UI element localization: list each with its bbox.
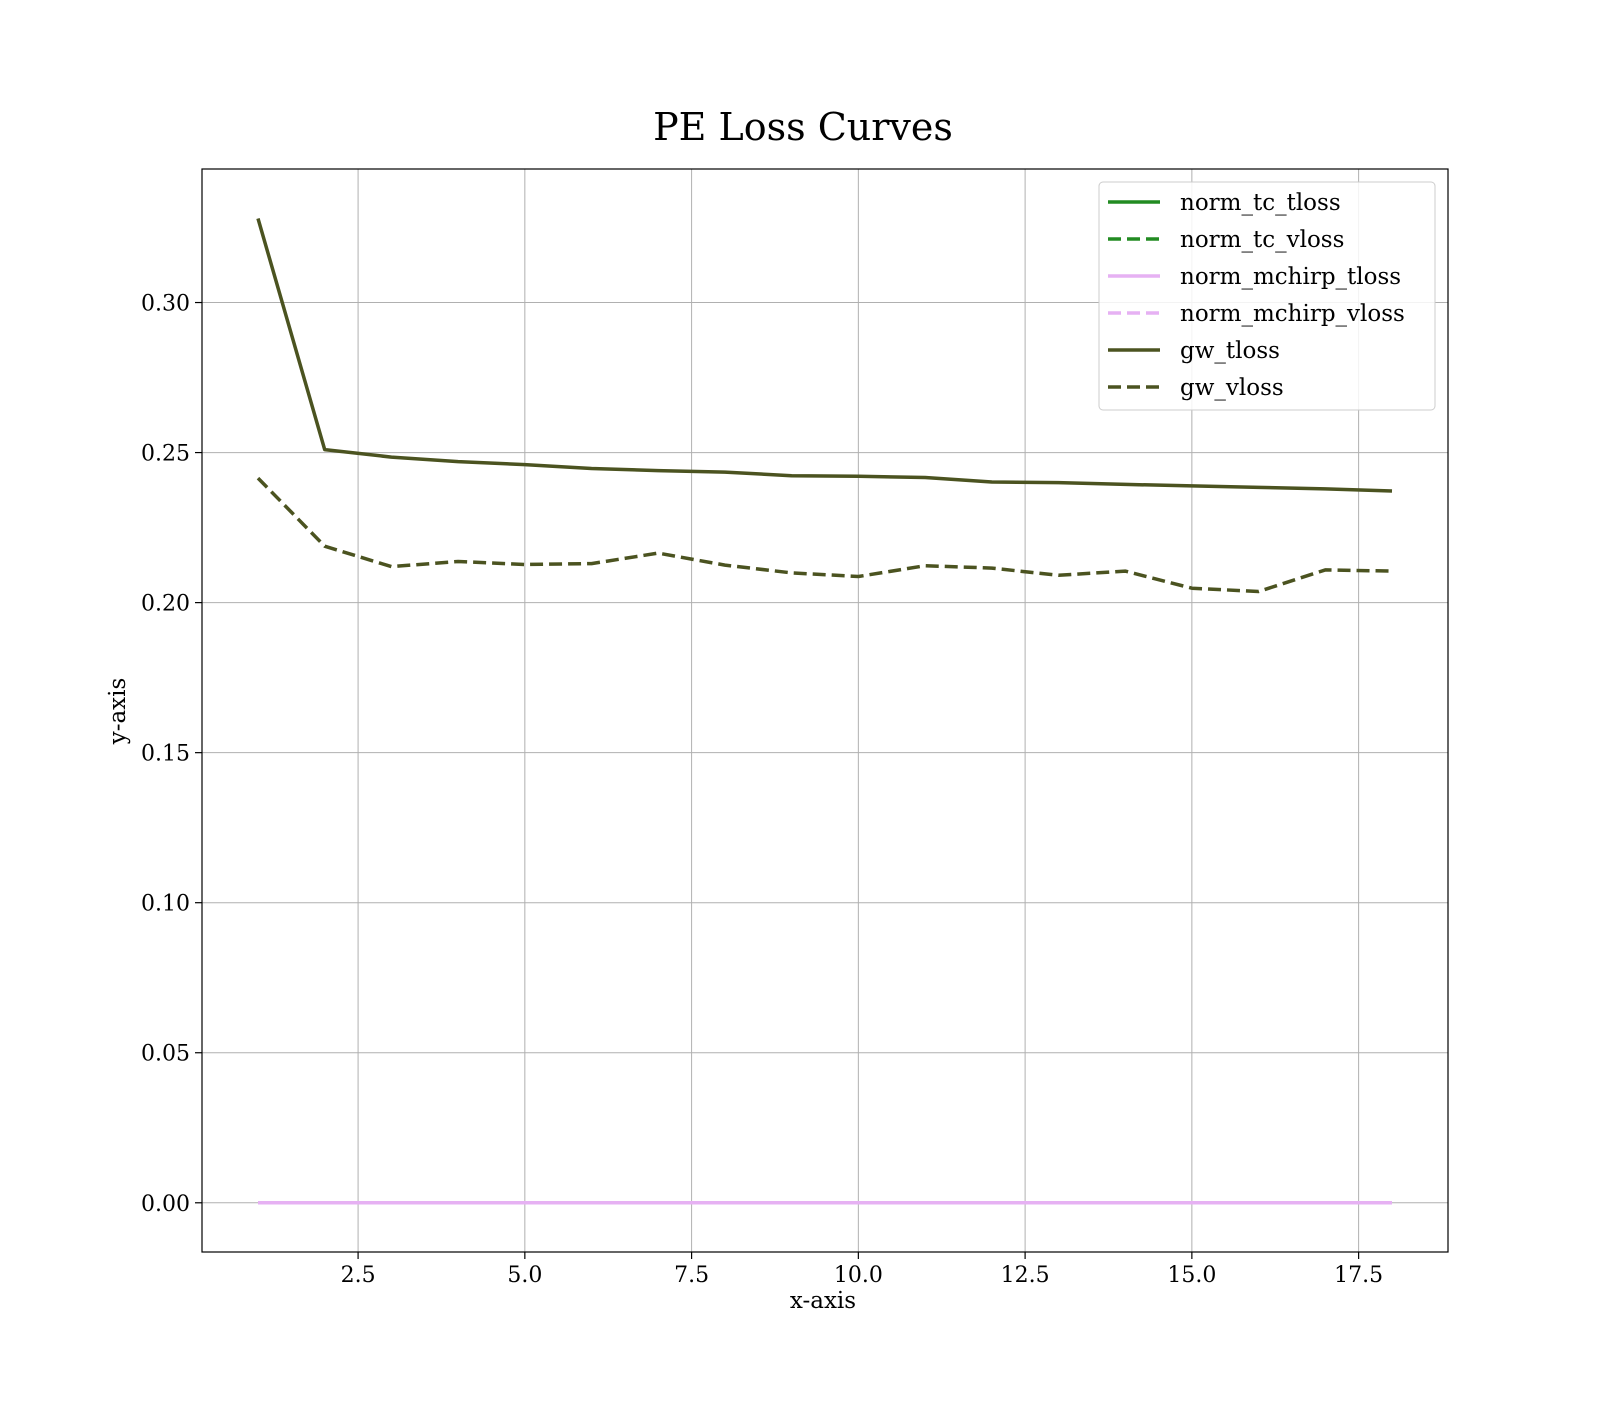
x-tick-label: 12.5 [1001, 1263, 1050, 1288]
y-tick-label: 0.15 [141, 742, 190, 767]
legend: norm_tc_tloss norm_tc_vloss norm_mchirp_tl… [1098, 181, 1436, 411]
plot-frame [201, 168, 1449, 1253]
y-tick-label: 0.30 [141, 292, 190, 317]
y-tick-label: 0.00 [141, 1192, 190, 1217]
y-axis-label: y-axis [105, 678, 131, 746]
legend-label-norm_mchirp_vloss: norm_mchirp_vloss [1180, 301, 1405, 327]
x-tick-label: 2.5 [341, 1263, 376, 1288]
legend-label-gw_tloss: gw_tloss [1180, 338, 1280, 364]
legend-label-norm_tc_tloss: norm_tc_tloss [1180, 190, 1341, 216]
x-tick-label: 10.0 [834, 1263, 883, 1288]
y-tick-label: 0.25 [141, 442, 190, 467]
legend-label-gw_vloss: gw_vloss [1180, 375, 1284, 401]
legend-box [1098, 181, 1436, 411]
y-tick-label: 0.20 [141, 592, 190, 617]
x-tick-label: 5.0 [507, 1263, 542, 1288]
x-ticks: 2.5 5.0 7.5 10.0 12.5 15.0 17.5 [341, 1252, 1383, 1288]
series-line-gw_tloss [256, 218, 1393, 493]
x-axis-label: x-axis [790, 1288, 856, 1314]
y-ticks: 0.00 0.05 0.10 0.15 0.20 0.25 0.30 [141, 292, 202, 1217]
legend-label-norm_tc_vloss: norm_tc_vloss [1180, 227, 1344, 253]
x-tick-label: 7.5 [674, 1263, 709, 1288]
series-line-gw_vloss [256, 476, 1393, 594]
x-tick-label: 15.0 [1167, 1263, 1216, 1288]
y-tick-label: 0.10 [141, 892, 190, 917]
x-tick-label: 17.5 [1334, 1263, 1383, 1288]
series-lines [256, 218, 1393, 1205]
y-tick-label: 0.05 [141, 1042, 190, 1067]
legend-label-norm_mchirp_tloss: norm_mchirp_tloss [1180, 264, 1401, 290]
chart-title: PE Loss Curves [653, 105, 953, 149]
